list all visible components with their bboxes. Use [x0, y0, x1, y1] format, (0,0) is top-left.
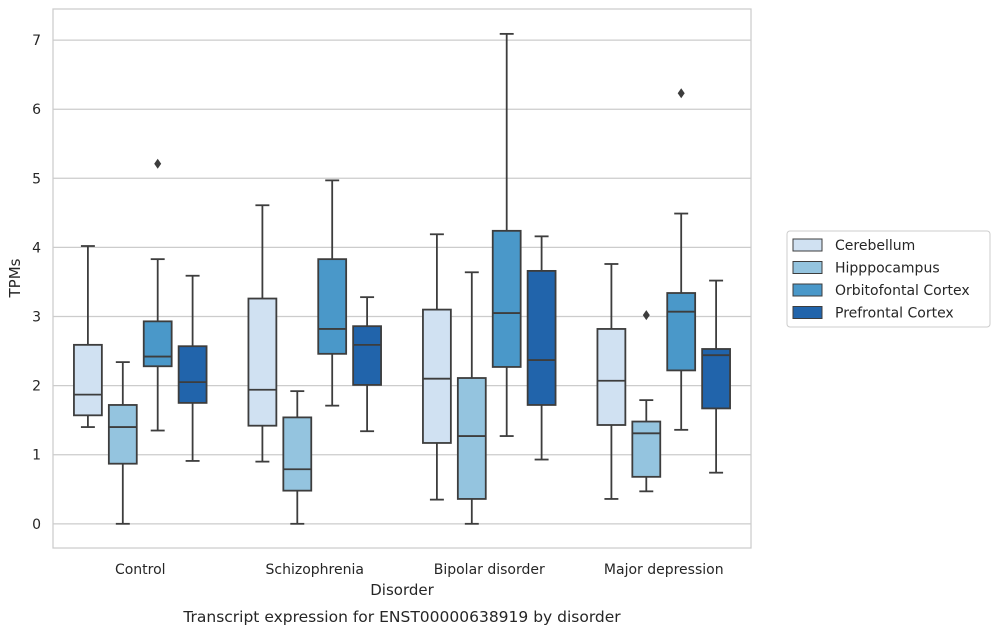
iqr-box	[317, 258, 348, 355]
y-axis-tick-labels: 0 1 2 3 4 5 6 7	[32, 33, 41, 533]
box-prefrontal-cortex	[526, 235, 557, 461]
x-tick-label: Schizophrenia	[266, 562, 364, 578]
iqr-box	[282, 416, 313, 492]
outlier-point	[154, 158, 162, 169]
iqr-box	[422, 308, 452, 444]
iqr-box	[142, 320, 173, 368]
y-tick-label: 7	[32, 33, 41, 49]
y-tick-label: 2	[32, 379, 41, 395]
x-tick-label: Major depression	[604, 562, 724, 578]
box-prefrontal-cortex	[352, 296, 382, 433]
y-tick-label: 1	[32, 448, 41, 464]
box-orbitofontal-cortex	[666, 88, 697, 431]
y-tick-label: 0	[32, 517, 41, 533]
iqr-box	[177, 345, 208, 404]
box-prefrontal-cortex	[177, 274, 208, 462]
box-orbitofontal-cortex	[142, 158, 173, 432]
legend-label: Prefrontal Cortex	[835, 306, 954, 322]
legend-swatch	[792, 238, 823, 252]
box-orbitofontal-cortex	[491, 32, 522, 437]
box-hipppocampus	[107, 361, 138, 525]
legend-swatch	[792, 261, 823, 274]
iqr-box	[247, 297, 278, 427]
iqr-box	[107, 404, 138, 465]
y-tick-label: 6	[32, 102, 41, 118]
outlier-point	[677, 88, 685, 99]
iqr-box	[701, 348, 731, 410]
y-tick-label: 5	[32, 171, 41, 187]
box-cerebellum	[422, 233, 452, 501]
box-prefrontal-cortex	[701, 279, 731, 474]
legend: Cerebellum Hipppocampus Orbitofontal Corte…	[786, 230, 991, 328]
legend-frame	[786, 230, 991, 328]
y-tick-label: 4	[32, 240, 41, 256]
legend-swatch	[792, 283, 823, 297]
chart-caption: Transcript expression for ENST0000063891…	[182, 608, 621, 626]
box-cerebellum	[73, 245, 103, 428]
y-axis-title: TPMs	[6, 258, 24, 298]
y-tick-label: 3	[32, 310, 41, 326]
box-cerebellum	[247, 204, 278, 463]
legend-label: Orbitofontal Cortex	[835, 283, 970, 299]
legend-label: Hipppocampus	[835, 261, 940, 277]
y-gridlines	[53, 39, 751, 525]
iqr-box	[596, 328, 627, 426]
legend-label: Cerebellum	[835, 238, 915, 254]
iqr-box	[526, 269, 557, 406]
outlier-point	[642, 310, 650, 321]
x-tick-label: Bipolar disorder	[434, 562, 545, 578]
iqr-box	[352, 325, 382, 386]
iqr-box	[73, 343, 103, 417]
iqr-box	[491, 229, 522, 368]
x-tick-label: Control	[115, 562, 166, 578]
box-hipppocampus	[631, 310, 662, 493]
plot-area-frame	[52, 8, 752, 549]
box-cerebellum	[596, 263, 627, 500]
box-groups	[73, 32, 731, 525]
box-orbitofontal-cortex	[317, 179, 348, 407]
legend-swatch	[792, 306, 823, 319]
box-hipppocampus	[456, 271, 487, 525]
x-axis-title: Disorder	[370, 581, 434, 599]
x-axis-tick-labels: Control Schizophrenia Bipolar disorder Majo…	[115, 562, 724, 578]
iqr-box	[666, 292, 697, 372]
iqr-box	[631, 420, 662, 478]
iqr-box	[456, 377, 487, 500]
box-hipppocampus	[282, 390, 313, 525]
